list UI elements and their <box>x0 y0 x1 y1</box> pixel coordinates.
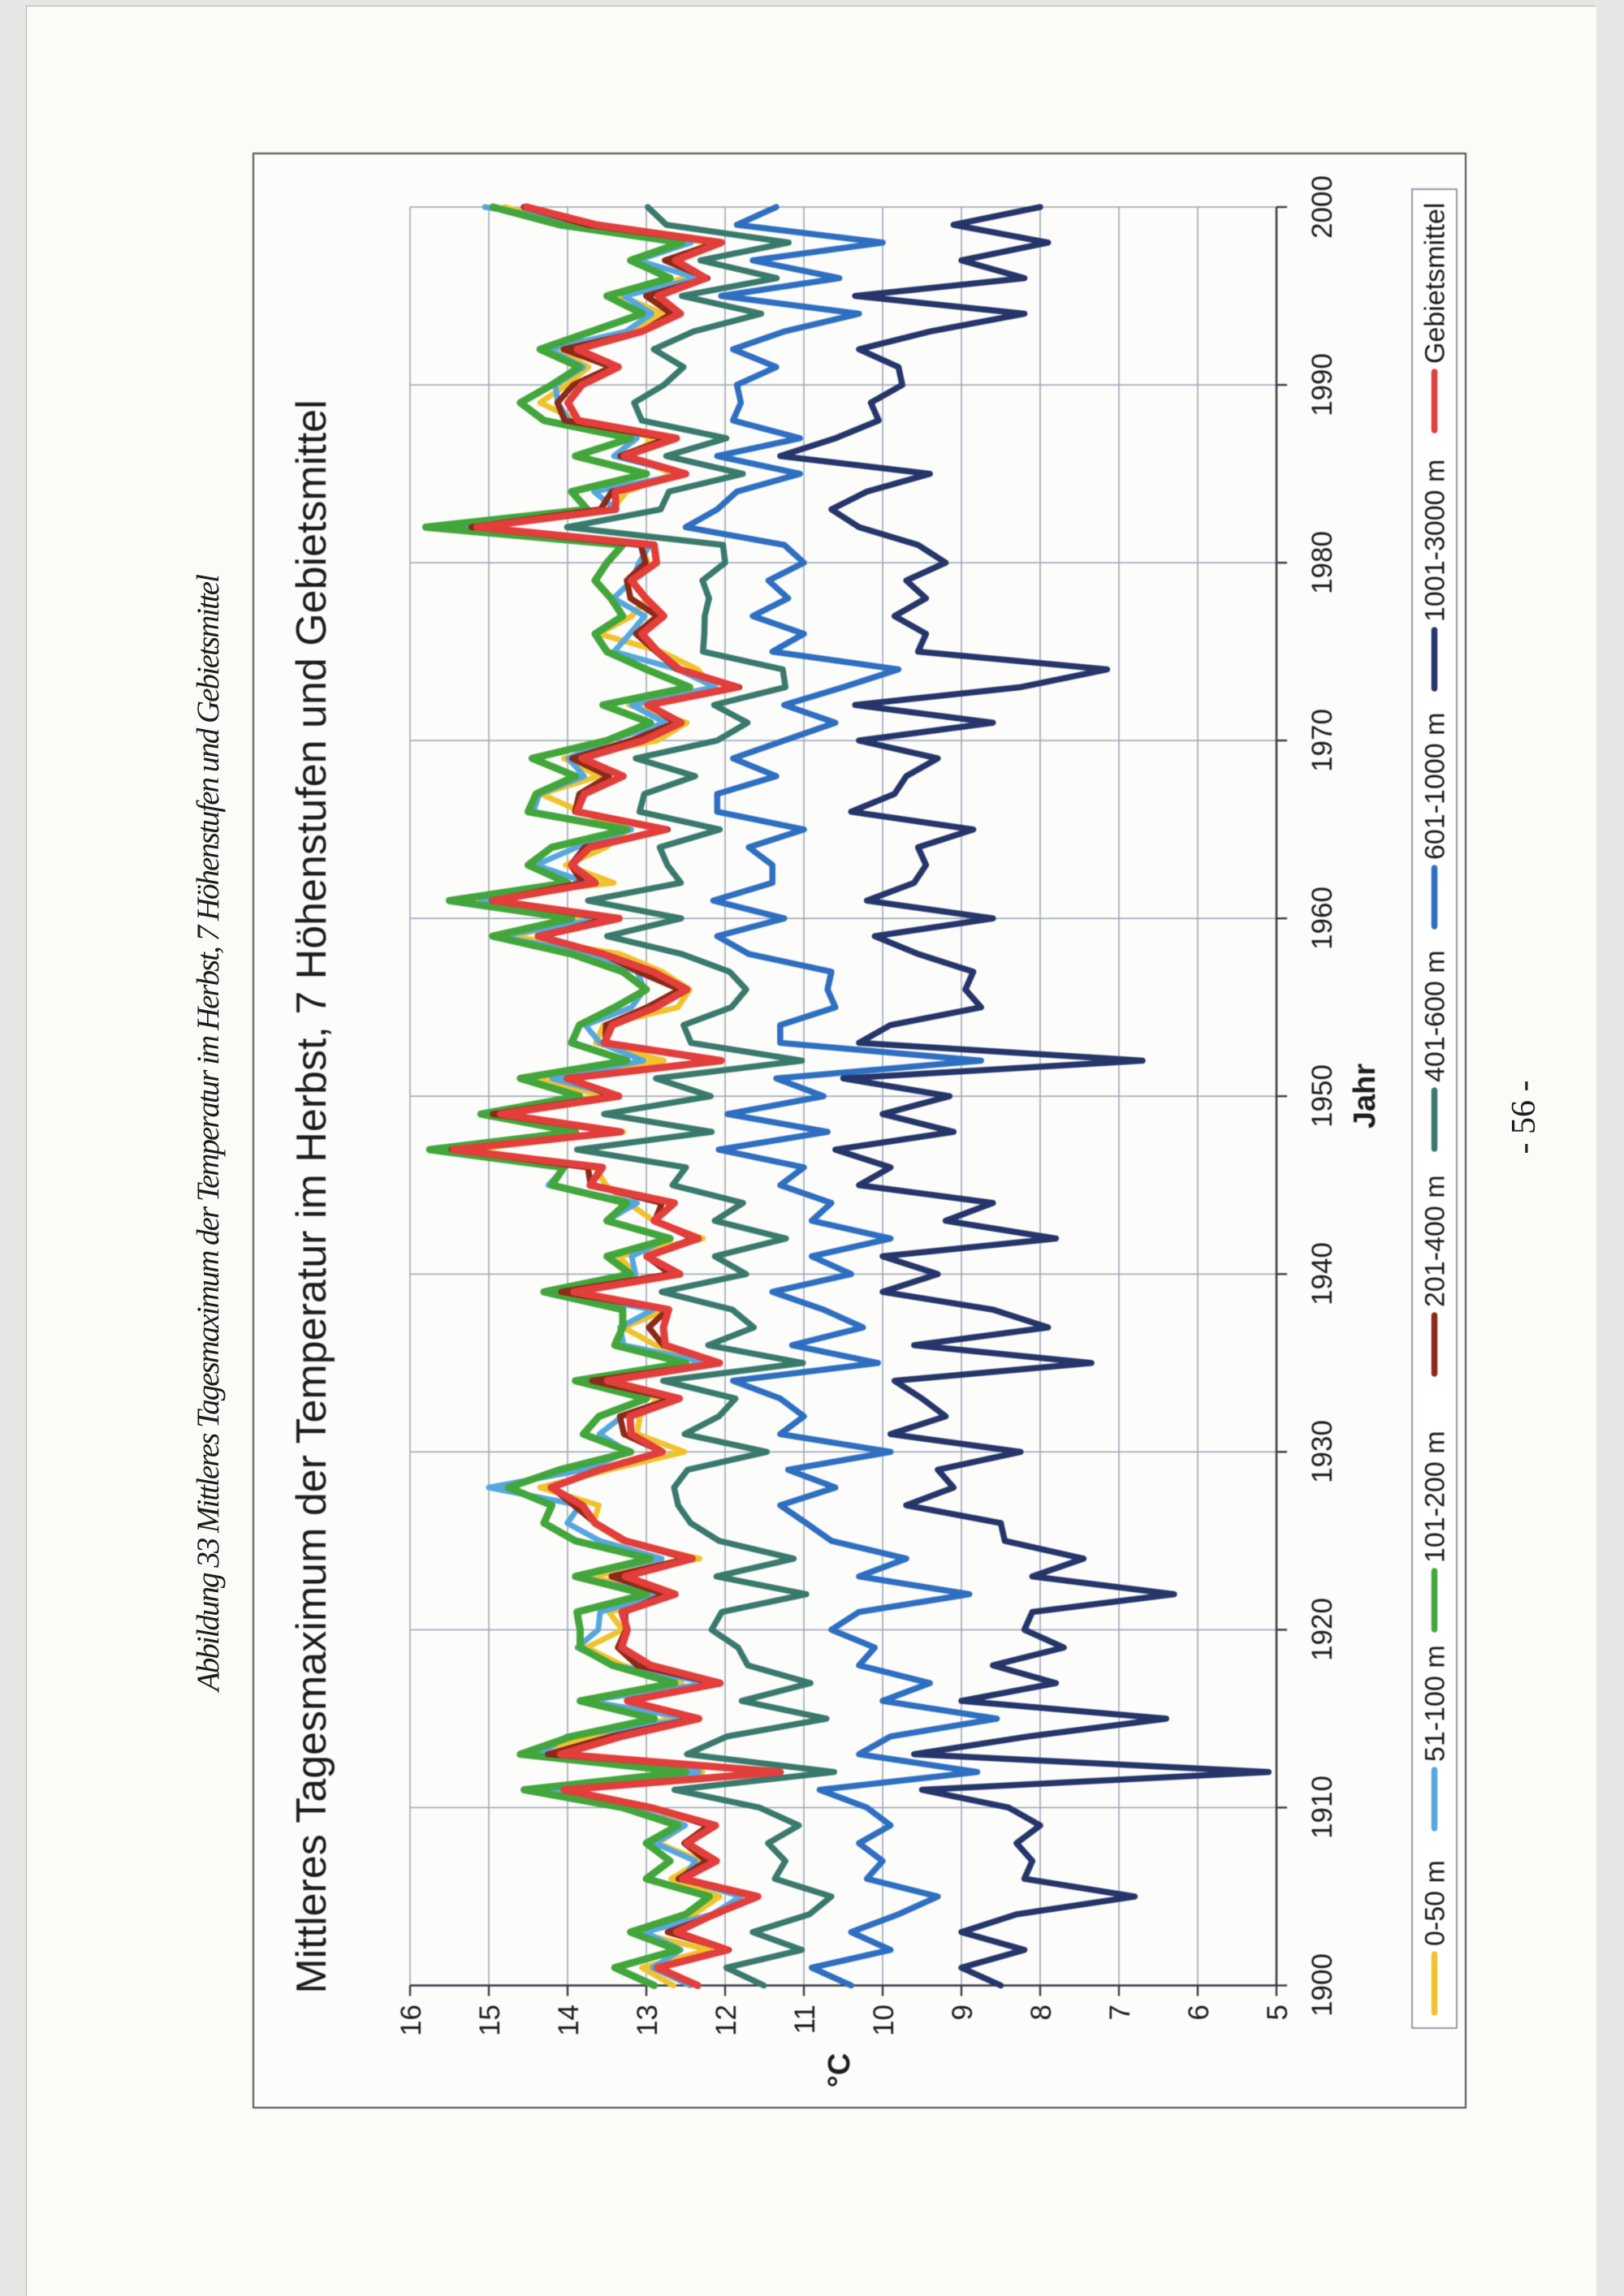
svg-text:13: 13 <box>632 2005 663 2036</box>
svg-text:7: 7 <box>1104 2005 1136 2020</box>
svg-text:16: 16 <box>395 2005 427 2036</box>
svg-text:Jahr: Jahr <box>1348 1064 1382 1129</box>
svg-text:Mittleres Tagesmaximum der Tem: Mittleres Tagesmaximum der Temperatur im… <box>288 399 335 1993</box>
svg-text:10: 10 <box>868 2005 900 2036</box>
svg-text:1950: 1950 <box>1307 1064 1338 1128</box>
svg-text:0-50 m: 0-50 m <box>1420 1860 1451 1946</box>
svg-text:201-400 m: 201-400 m <box>1420 1175 1451 1307</box>
svg-text:51-100 m: 51-100 m <box>1420 1645 1451 1762</box>
svg-text:14: 14 <box>553 2005 585 2036</box>
svg-text:8: 8 <box>1026 2005 1057 2020</box>
svg-text:1001-3000 m: 1001-3000 m <box>1420 460 1451 622</box>
svg-text:9: 9 <box>947 2005 978 2020</box>
svg-text:1930: 1930 <box>1307 1420 1338 1483</box>
svg-text:°C: °C <box>823 2053 857 2088</box>
svg-text:12: 12 <box>710 2005 742 2036</box>
svg-text:1980: 1980 <box>1307 531 1338 594</box>
svg-text:1910: 1910 <box>1307 1776 1338 1839</box>
svg-text:Gebietsmittel: Gebietsmittel <box>1420 203 1451 364</box>
svg-text:6: 6 <box>1183 2005 1215 2020</box>
svg-text:2000: 2000 <box>1307 175 1338 239</box>
svg-text:1900: 1900 <box>1307 1953 1338 2017</box>
svg-text:401-600 m: 401-600 m <box>1420 950 1451 1082</box>
svg-text:5: 5 <box>1262 2005 1294 2020</box>
svg-text:101-200 m: 101-200 m <box>1420 1431 1451 1563</box>
svg-text:1990: 1990 <box>1307 353 1338 416</box>
svg-text:1940: 1940 <box>1307 1242 1338 1306</box>
svg-text:1970: 1970 <box>1307 709 1338 772</box>
svg-text:1960: 1960 <box>1307 887 1338 950</box>
svg-text:1920: 1920 <box>1307 1598 1338 1661</box>
svg-text:11: 11 <box>789 2005 821 2034</box>
svg-text:601-1000 m: 601-1000 m <box>1420 713 1451 860</box>
svg-text:15: 15 <box>474 2005 506 2036</box>
